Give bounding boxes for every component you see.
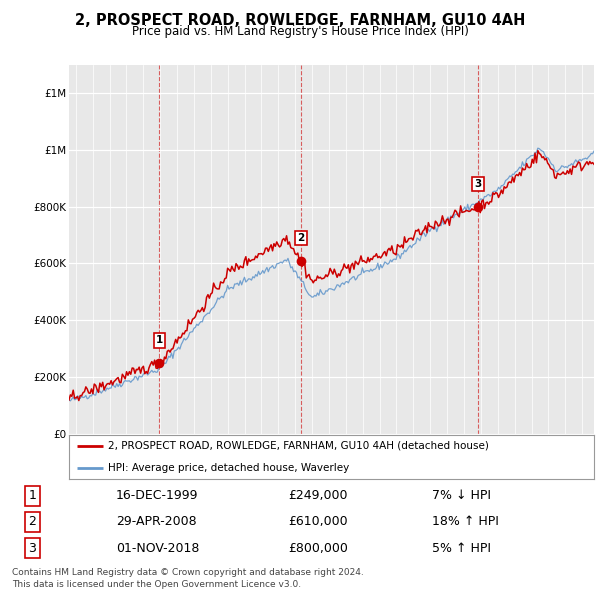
Text: 1: 1 <box>28 489 36 502</box>
Text: 16-DEC-1999: 16-DEC-1999 <box>116 489 198 502</box>
Text: 7% ↓ HPI: 7% ↓ HPI <box>433 489 491 502</box>
Text: Contains HM Land Registry data © Crown copyright and database right 2024.
This d: Contains HM Land Registry data © Crown c… <box>12 568 364 589</box>
Text: HPI: Average price, detached house, Waverley: HPI: Average price, detached house, Wave… <box>109 463 350 473</box>
Text: 5% ↑ HPI: 5% ↑ HPI <box>433 542 491 555</box>
Text: £610,000: £610,000 <box>289 515 348 529</box>
Text: 18% ↑ HPI: 18% ↑ HPI <box>433 515 499 529</box>
Text: 3: 3 <box>475 179 482 189</box>
Text: 2, PROSPECT ROAD, ROWLEDGE, FARNHAM, GU10 4AH: 2, PROSPECT ROAD, ROWLEDGE, FARNHAM, GU1… <box>75 13 525 28</box>
Text: 3: 3 <box>28 542 36 555</box>
Text: 2, PROSPECT ROAD, ROWLEDGE, FARNHAM, GU10 4AH (detached house): 2, PROSPECT ROAD, ROWLEDGE, FARNHAM, GU1… <box>109 441 489 451</box>
Text: 01-NOV-2018: 01-NOV-2018 <box>116 542 199 555</box>
Text: £800,000: £800,000 <box>289 542 349 555</box>
Text: 1: 1 <box>156 336 163 345</box>
Text: Price paid vs. HM Land Registry's House Price Index (HPI): Price paid vs. HM Land Registry's House … <box>131 25 469 38</box>
Text: 2: 2 <box>28 515 36 529</box>
Text: 2: 2 <box>297 233 304 243</box>
Text: £249,000: £249,000 <box>289 489 348 502</box>
Text: 29-APR-2008: 29-APR-2008 <box>116 515 196 529</box>
